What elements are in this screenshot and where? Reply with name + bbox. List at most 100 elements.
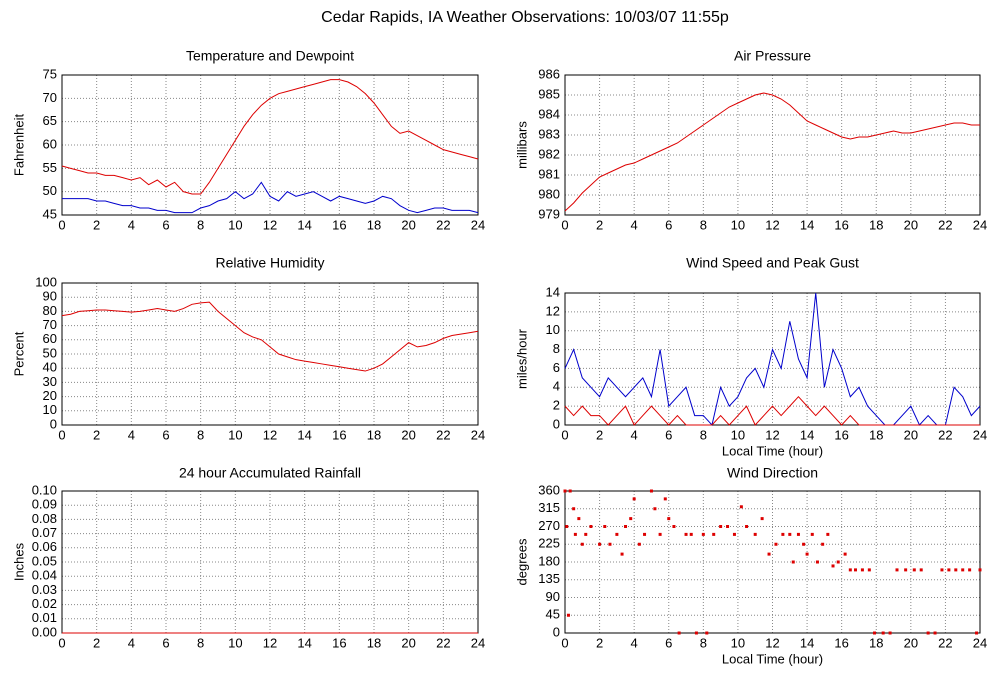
x-tick-label: 24 [973,635,987,650]
data-point [781,532,785,536]
x-tick-label: 22 [436,635,450,650]
y-axis-label: degrees [514,538,529,585]
x-tick-label: 10 [731,427,745,442]
x-tick-label: 14 [800,635,814,650]
data-point [912,568,916,572]
y-tick-label: 4 [553,379,560,394]
y-tick-label: 985 [538,86,560,101]
x-axis-label: Local Time (hour) [722,443,823,458]
data-point [791,560,795,564]
y-tick-label: 65 [43,113,57,128]
data-point [860,568,864,572]
x-tick-label: 8 [197,217,204,232]
data-line [564,395,980,426]
x-tick-label: 24 [973,427,987,442]
data-point [940,568,944,572]
data-point [694,631,698,635]
x-tick-label: 10 [731,635,745,650]
x-tick-label: 4 [631,427,638,442]
data-point [620,552,624,556]
data-line [564,292,981,427]
data-point [961,568,965,572]
data-point [689,532,693,536]
x-tick-label: 4 [631,217,638,232]
x-tick-label: 0 [561,217,568,232]
x-tick-label: 16 [834,427,848,442]
y-tick-label: 45 [546,607,560,622]
y-tick-label: 982 [538,146,560,161]
x-tick-label: 18 [367,635,381,650]
data-point [732,532,736,536]
y-tick-label: 10 [43,402,57,417]
plot-frame [61,74,479,216]
x-tick-label: 4 [631,635,638,650]
data-point [968,568,972,572]
y-tick-label: 8 [553,341,560,356]
x-tick-label: 18 [367,427,381,442]
data-point [643,532,647,536]
x-tick-label: 2 [93,217,100,232]
x-tick-label: 22 [436,427,450,442]
data-line [61,79,479,195]
x-tick-label: 14 [297,635,311,650]
x-tick-label: 24 [471,427,485,442]
data-point [603,525,607,528]
y-tick-label: 50 [43,183,57,198]
data-point [926,631,930,635]
y-tick-label: 0.09 [32,497,57,512]
data-point [566,613,570,617]
y-axis-label: Inches [11,542,26,581]
x-tick-label: 0 [58,635,65,650]
data-point [826,532,830,536]
data-point [947,568,951,572]
y-tick-label: 0.01 [32,610,57,625]
data-point [684,532,688,536]
data-point [667,517,671,521]
y-axis-label: Percent [11,331,26,376]
y-tick-label: 0.08 [32,511,57,526]
y-tick-label: 6 [553,360,560,375]
data-point [745,525,749,528]
data-point [637,542,641,546]
y-tick-label: 70 [43,317,57,332]
data-point [565,525,569,528]
x-tick-label: 6 [162,217,169,232]
y-tick-label: 55 [43,160,57,175]
y-axis-label: miles/hour [514,328,529,389]
data-point [649,489,653,493]
plot-frame [564,490,981,634]
data-point [705,631,709,635]
x-tick-label: 10 [731,217,745,232]
x-tick-label: 16 [332,217,346,232]
data-point [629,517,633,521]
y-tick-label: 0 [553,416,560,431]
x-tick-label: 12 [765,217,779,232]
data-point [895,568,899,572]
y-tick-label: 979 [538,206,560,221]
y-tick-label: 90 [546,589,560,604]
data-point [580,542,584,546]
data-point [810,532,814,536]
x-tick-label: 16 [834,217,848,232]
x-tick-label: 6 [665,635,672,650]
y-tick-label: 180 [538,553,560,568]
x-tick-label: 24 [973,217,987,232]
x-tick-label: 12 [263,427,277,442]
data-point [774,542,778,546]
panel-title: Relative Humidity [216,255,325,271]
y-tick-label: 135 [538,571,560,586]
data-line [564,92,980,212]
x-tick-label: 0 [561,427,568,442]
x-tick-label: 24 [471,635,485,650]
y-tick-label: 70 [43,90,57,105]
data-point [624,525,628,528]
y-tick-label: 225 [538,536,560,551]
y-tick-label: 80 [43,303,57,318]
data-point [672,525,676,528]
y-tick-label: 45 [43,206,57,221]
data-point [805,552,809,556]
y-tick-label: 986 [538,66,560,81]
data-point [573,532,577,536]
x-axis-label: Local Time (hour) [722,651,823,666]
x-tick-label: 6 [162,635,169,650]
